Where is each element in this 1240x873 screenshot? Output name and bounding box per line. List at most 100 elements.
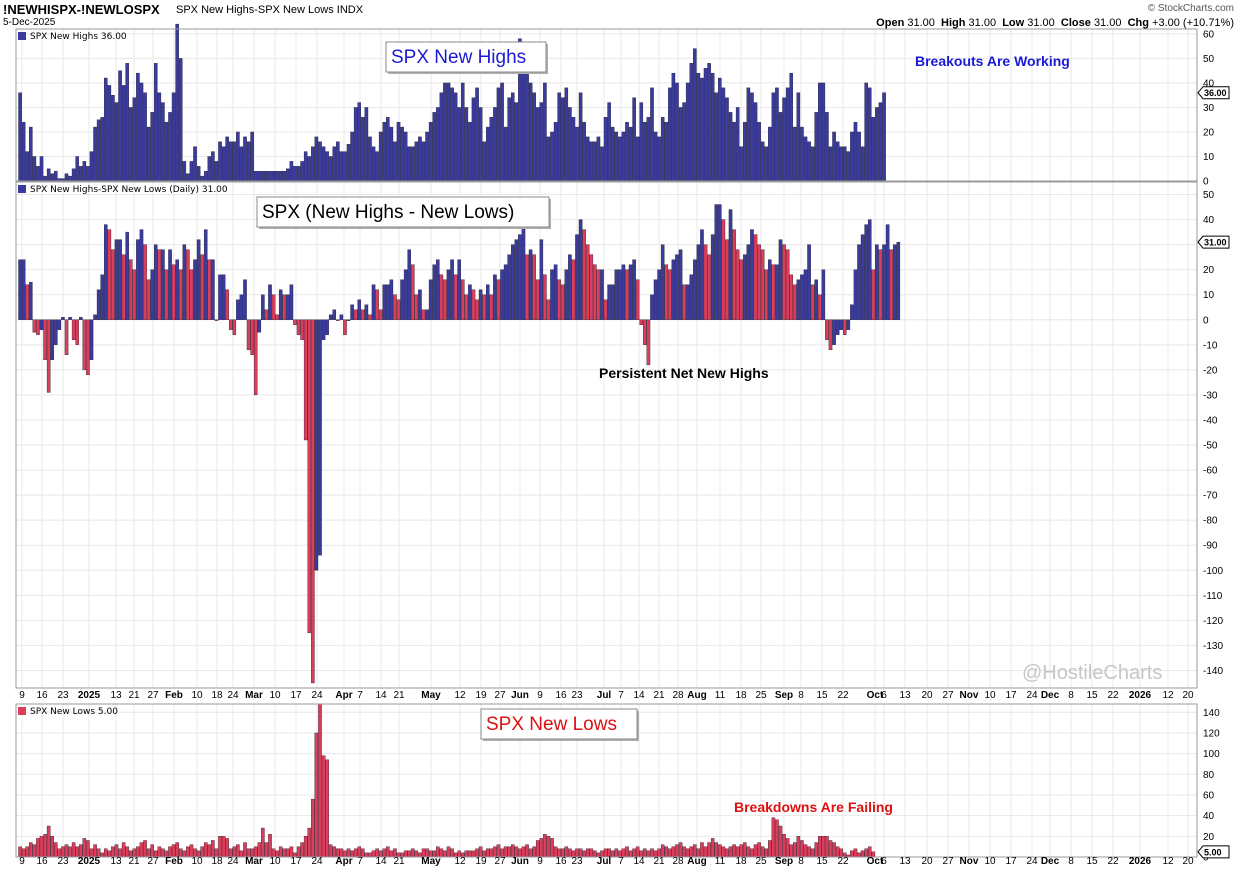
bar bbox=[36, 166, 40, 182]
x-tick-label: 8 bbox=[798, 690, 804, 701]
x-tick-label: 19 bbox=[475, 856, 487, 867]
bar bbox=[314, 136, 319, 182]
bar bbox=[785, 87, 790, 182]
bar bbox=[186, 846, 190, 858]
bar bbox=[703, 244, 708, 320]
bar bbox=[503, 126, 508, 182]
bar bbox=[818, 82, 822, 182]
bar bbox=[29, 126, 33, 182]
bar bbox=[389, 126, 394, 182]
bar bbox=[768, 259, 772, 320]
bar bbox=[589, 141, 594, 182]
bar bbox=[743, 121, 747, 182]
bar bbox=[585, 244, 590, 320]
bar bbox=[361, 309, 365, 320]
bar bbox=[178, 58, 183, 182]
bar bbox=[828, 146, 833, 182]
bar bbox=[64, 319, 69, 356]
x-tick-label: 9 bbox=[537, 856, 543, 867]
bar bbox=[842, 146, 847, 182]
x-tick-label: Jun bbox=[511, 856, 529, 867]
bar bbox=[171, 92, 176, 182]
y-tick-label: 20 bbox=[1203, 265, 1215, 276]
bar bbox=[789, 274, 793, 320]
y-tick-label: 10 bbox=[1203, 152, 1215, 163]
bar bbox=[807, 846, 811, 858]
bar bbox=[675, 254, 679, 320]
x-tick-label: 24 bbox=[227, 856, 239, 867]
bar bbox=[878, 249, 883, 320]
bar bbox=[450, 87, 454, 182]
bar bbox=[510, 92, 515, 182]
x-tick-label: 16 bbox=[555, 690, 567, 701]
bar bbox=[225, 289, 229, 320]
bar bbox=[550, 838, 554, 858]
bar bbox=[54, 319, 58, 345]
bar bbox=[835, 141, 840, 182]
bar bbox=[446, 846, 451, 858]
bar bbox=[560, 97, 565, 182]
bar bbox=[50, 173, 55, 182]
bar bbox=[93, 126, 97, 182]
bar bbox=[764, 269, 769, 320]
bar bbox=[21, 121, 26, 182]
bar bbox=[700, 229, 704, 320]
x-tick-label: 6 bbox=[881, 856, 887, 867]
x-tick-label: 2026 bbox=[1129, 856, 1152, 867]
bar bbox=[275, 171, 279, 182]
bar bbox=[218, 141, 222, 182]
bar bbox=[307, 827, 312, 858]
x-tick-label: 20 bbox=[921, 856, 933, 867]
brand-label[interactable]: © StockCharts.com bbox=[1147, 3, 1234, 14]
bar bbox=[535, 107, 540, 182]
x-tick-label: Apr bbox=[335, 690, 352, 701]
bar bbox=[821, 269, 826, 320]
bar bbox=[535, 279, 540, 320]
bar bbox=[875, 244, 879, 320]
bar bbox=[714, 842, 719, 858]
bar bbox=[707, 254, 711, 320]
bar bbox=[368, 852, 372, 858]
bar bbox=[682, 102, 686, 182]
bar bbox=[282, 294, 287, 320]
bar bbox=[668, 87, 672, 182]
legend-swatch bbox=[18, 707, 26, 715]
bar bbox=[175, 842, 179, 858]
bar bbox=[414, 294, 419, 320]
bar bbox=[657, 136, 661, 182]
bar bbox=[493, 107, 497, 182]
bar bbox=[93, 314, 97, 320]
y-tick-label: 10 bbox=[1203, 290, 1215, 301]
bar bbox=[25, 846, 30, 858]
bar bbox=[261, 294, 265, 320]
x-tick-label: 13 bbox=[110, 690, 122, 701]
legend-swatch bbox=[18, 185, 26, 193]
bar bbox=[507, 97, 511, 182]
bar bbox=[468, 121, 472, 182]
bar bbox=[728, 112, 733, 182]
y-tick-label: 120 bbox=[1203, 728, 1220, 739]
bar bbox=[125, 231, 129, 320]
y-tick-label: -40 bbox=[1203, 415, 1218, 426]
bar bbox=[782, 834, 786, 858]
bar bbox=[411, 848, 415, 858]
bar bbox=[439, 92, 444, 182]
bar bbox=[318, 319, 322, 556]
bar bbox=[725, 848, 729, 858]
x-tick-label: Feb bbox=[165, 690, 183, 701]
bar bbox=[757, 244, 761, 320]
bar bbox=[882, 92, 886, 182]
title-new-highs: SPX New Highs bbox=[391, 47, 526, 68]
bar bbox=[600, 146, 604, 182]
bar bbox=[721, 219, 726, 320]
bar bbox=[143, 244, 147, 320]
x-tick-label: 14 bbox=[375, 690, 387, 701]
bar bbox=[828, 840, 833, 858]
bar bbox=[760, 249, 765, 320]
bar bbox=[86, 166, 90, 182]
bar bbox=[643, 319, 647, 345]
x-tick-label: 23 bbox=[571, 856, 583, 867]
bar bbox=[646, 319, 651, 366]
x-tick-label: 24 bbox=[1026, 690, 1038, 701]
